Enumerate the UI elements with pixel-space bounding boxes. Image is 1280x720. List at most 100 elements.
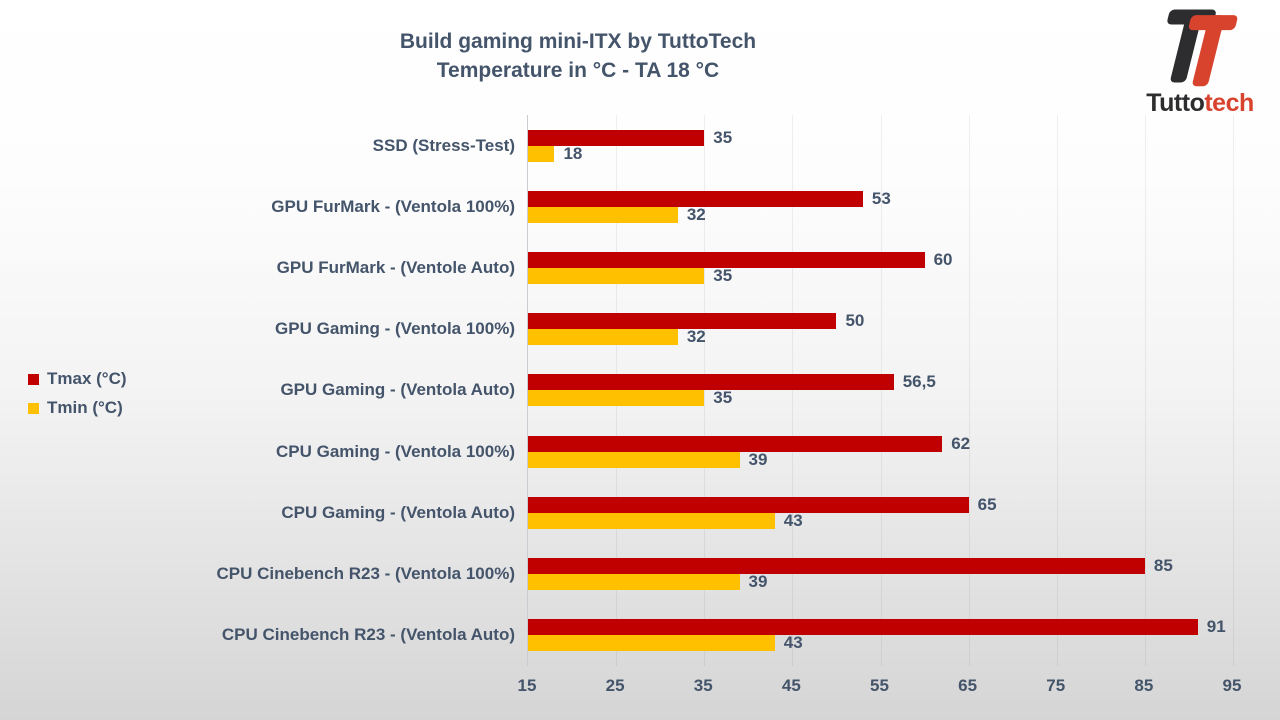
tmin-bar xyxy=(528,635,775,652)
bar-line: 85 xyxy=(528,556,1233,576)
tmin-bar xyxy=(528,206,678,223)
value-label: 18 xyxy=(563,143,583,163)
bar-line: 43 xyxy=(528,633,1233,653)
tuttotech-logo: Tuttotech xyxy=(1126,2,1274,116)
legend-label: Tmax (°C) xyxy=(47,369,127,388)
bar-line: 32 xyxy=(528,204,1233,224)
value-label: 43 xyxy=(783,510,803,530)
category-label: SSD (Stress-Test) xyxy=(372,135,515,155)
chart-legend: Tmax (°C) Tmin (°C) xyxy=(28,369,127,427)
bar-row: GPU Gaming - (Ventola Auto) 56,5 35 xyxy=(0,360,1280,421)
tmin-bar xyxy=(528,574,740,591)
bar-group: 65 43 xyxy=(528,494,1233,530)
bar-group: 56,5 35 xyxy=(528,372,1233,408)
category-label: GPU FurMark - (Ventole Auto) xyxy=(276,258,515,278)
bar-row: CPU Cinebench R23 - (Ventola 100%) 85 39 xyxy=(0,544,1280,605)
tmax-bar xyxy=(528,496,969,513)
bar-line: 91 xyxy=(528,617,1233,637)
value-label: 39 xyxy=(748,449,768,469)
tmin-bar xyxy=(528,145,555,162)
legend-item: Tmax (°C) xyxy=(28,369,127,389)
x-tick-label: 35 xyxy=(693,676,713,695)
tmax-bar xyxy=(528,374,894,391)
bar-line: 18 xyxy=(528,143,1233,163)
gridline xyxy=(792,115,794,666)
chart-title-line1: Build gaming mini-ITX by TuttoTech xyxy=(399,30,757,53)
tmax-bar xyxy=(528,619,1198,636)
bar-line: 53 xyxy=(528,188,1233,208)
value-label: 50 xyxy=(845,311,865,331)
tmin-bar xyxy=(528,451,740,468)
gridline xyxy=(1056,115,1058,666)
value-label: 32 xyxy=(686,204,706,224)
bar-group: 91 43 xyxy=(528,617,1233,653)
gridline xyxy=(704,115,706,666)
value-label: 35 xyxy=(713,266,733,286)
gridline xyxy=(1144,115,1146,666)
tmin-bar xyxy=(528,512,775,529)
gridline xyxy=(968,115,970,666)
bar-line: 56,5 xyxy=(528,372,1233,392)
bar-group: 50 32 xyxy=(528,311,1233,347)
chart-title: Build gaming mini-ITX by TuttoTech Tempe… xyxy=(0,28,1156,86)
tmax-bar xyxy=(528,558,1145,575)
bar-group: 85 39 xyxy=(528,556,1233,592)
bar-row: CPU Gaming - (Ventola 100%) 62 39 xyxy=(0,421,1280,482)
value-label: 56,5 xyxy=(902,372,936,392)
tmax-bar xyxy=(528,313,837,330)
value-label: 43 xyxy=(783,633,803,653)
bar-row: SSD (Stress-Test) 35 18 xyxy=(0,115,1280,176)
tmin-bar xyxy=(528,390,705,407)
tmax-bar xyxy=(528,435,943,452)
category-label: CPU Cinebench R23 - (Ventola 100%) xyxy=(216,564,515,584)
value-label: 62 xyxy=(951,433,971,453)
value-label: 35 xyxy=(713,127,733,147)
bar-row: CPU Gaming - (Ventola Auto) 65 43 xyxy=(0,482,1280,543)
tmax-bar xyxy=(528,129,705,146)
category-label: GPU FurMark - (Ventola 100%) xyxy=(271,196,515,216)
legend-label: Tmin (°C) xyxy=(47,398,123,417)
category-label: CPU Gaming - (Ventola Auto) xyxy=(281,502,515,522)
x-tick-label: 45 xyxy=(781,676,801,695)
gridline xyxy=(1233,115,1234,666)
bar-line: 65 xyxy=(528,494,1233,514)
value-label: 60 xyxy=(933,250,953,270)
bar-line: 35 xyxy=(528,127,1233,147)
value-label: 53 xyxy=(871,188,891,208)
bar-line: 62 xyxy=(528,433,1233,453)
x-tick-label: 15 xyxy=(517,676,537,695)
value-label: 85 xyxy=(1153,556,1173,576)
bar-line: 35 xyxy=(528,388,1233,408)
bar-rows: SSD (Stress-Test) 35 18 GPU FurMark - (Vent… xyxy=(0,115,1280,666)
bar-row: GPU Gaming - (Ventola 100%) 50 32 xyxy=(0,299,1280,360)
chart-title-line2: Temperature in °C - TA 18 °C xyxy=(436,58,720,82)
legend-swatch-icon xyxy=(28,402,39,414)
bar-group: 60 35 xyxy=(528,250,1233,286)
legend-swatch-icon xyxy=(28,373,39,385)
bar-line: 39 xyxy=(528,449,1233,469)
x-tick-label: 75 xyxy=(1046,676,1066,695)
bar-line: 32 xyxy=(528,327,1233,347)
x-tick-label: 85 xyxy=(1134,676,1154,695)
tmin-bar xyxy=(528,329,678,346)
bar-group: 62 39 xyxy=(528,433,1233,469)
gridline xyxy=(880,115,882,666)
bar-row: GPU FurMark - (Ventole Auto) 60 35 xyxy=(0,237,1280,298)
value-label: 91 xyxy=(1206,617,1226,637)
bar-line: 50 xyxy=(528,311,1233,331)
category-label: GPU Gaming - (Ventola Auto) xyxy=(280,380,515,400)
bar-line: 39 xyxy=(528,572,1233,592)
bar-group: 35 18 xyxy=(528,127,1233,163)
bar-line: 60 xyxy=(528,250,1233,270)
x-tick-label: 95 xyxy=(1222,676,1242,695)
x-tick-label: 55 xyxy=(870,676,889,695)
x-tick-label: 25 xyxy=(605,676,625,695)
category-label: CPU Cinebench R23 - (Ventola Auto) xyxy=(221,625,515,645)
value-label: 32 xyxy=(686,327,706,347)
value-label: 65 xyxy=(977,494,997,514)
value-label: 35 xyxy=(713,388,733,408)
value-label: 39 xyxy=(748,572,768,592)
tmax-bar xyxy=(528,190,863,207)
bar-line: 35 xyxy=(528,266,1233,286)
